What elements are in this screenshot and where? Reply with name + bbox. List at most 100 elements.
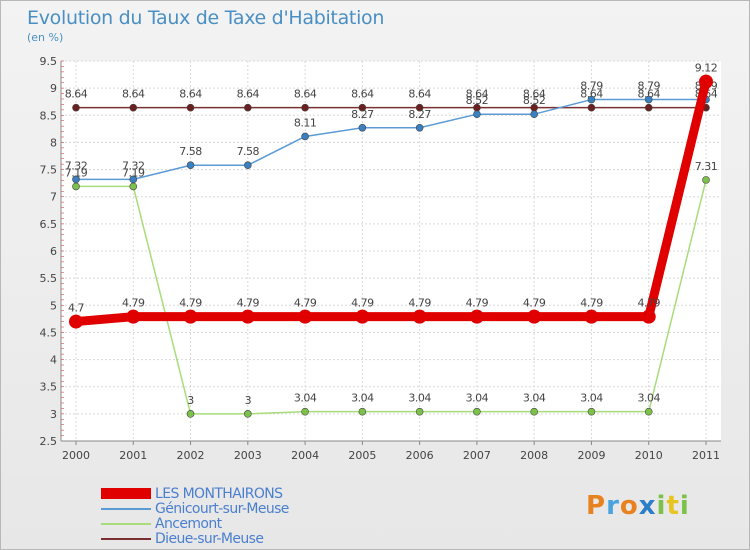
data-label-g-nicourt-sur-meuse: 8.27 — [351, 108, 374, 121]
data-point-les-monthairons — [584, 309, 599, 324]
data-label-les-monthairons: 4.79 — [179, 297, 202, 310]
data-label-g-nicourt-sur-meuse: 7.32 — [122, 159, 145, 172]
data-point-dieue-sur-meuse — [244, 103, 252, 112]
unit-label: (en %) — [27, 31, 64, 44]
data-point-g-nicourt-sur-meuse — [415, 123, 424, 132]
data-point-les-monthairons — [412, 309, 427, 324]
data-label-dieue-sur-meuse: 8.64 — [122, 88, 145, 101]
data-label-g-nicourt-sur-meuse: 7.58 — [179, 145, 202, 158]
data-point-ancemont — [530, 407, 538, 416]
data-label-dieue-sur-meuse: 8.64 — [466, 88, 489, 101]
data-point-g-nicourt-sur-meuse — [358, 123, 367, 132]
data-point-g-nicourt-sur-meuse — [186, 161, 195, 170]
chart-title: Evolution du Taux de Taxe d'Habitation — [27, 7, 385, 29]
y-tick-label: 5 — [50, 299, 57, 312]
y-tick-label: 8.5 — [40, 109, 58, 122]
legend-item-dieue: Dieue-sur-Meuse — [101, 530, 289, 547]
data-point-les-monthairons — [641, 309, 656, 324]
data-point-les-monthairons — [527, 309, 542, 324]
data-label-dieue-sur-meuse: 8.64 — [637, 88, 660, 101]
series-line-g-nicourt-sur-meuse — [75, 98, 707, 181]
x-tick-label: 2004 — [291, 449, 319, 462]
data-point-g-nicourt-sur-meuse — [587, 95, 596, 104]
x-tick-label: 2011 — [692, 449, 720, 462]
data-label-g-nicourt-sur-meuse: 8.11 — [294, 116, 317, 129]
data-point-les-monthairons — [126, 309, 141, 324]
data-point-g-nicourt-sur-meuse — [473, 110, 481, 118]
y-tick-label: 6 — [50, 245, 57, 258]
data-label-ancemont: 3.04 — [637, 392, 660, 405]
data-point-dieue-sur-meuse — [301, 103, 309, 112]
data-point-ancemont — [301, 407, 309, 416]
legend-swatch — [101, 488, 151, 499]
legend-item-ancemont: Ancemont — [101, 515, 289, 532]
x-tick-label: 2009 — [577, 449, 605, 462]
data-label-dieue-sur-meuse: 8.64 — [65, 88, 88, 101]
x-tick-label: 2005 — [348, 449, 376, 462]
data-label-g-nicourt-sur-meuse: 8.52 — [523, 94, 546, 107]
data-label-dieue-sur-meuse: 8.64 — [237, 88, 260, 101]
data-point-ancemont — [702, 176, 710, 184]
data-point-ancemont — [358, 407, 367, 416]
data-point-ancemont — [129, 182, 138, 191]
data-label-ancemont: 3 — [187, 394, 194, 407]
data-point-dieue-sur-meuse — [358, 103, 367, 112]
data-point-dieue-sur-meuse — [72, 103, 80, 112]
data-label-g-nicourt-sur-meuse: 8.52 — [466, 94, 489, 107]
y-tick-label: 4 — [50, 354, 57, 367]
y-tick-label: 2.5 — [40, 435, 58, 448]
data-label-ancemont: 3.04 — [523, 392, 546, 405]
data-label-ancemont: 3.04 — [351, 392, 374, 405]
data-point-les-monthairons — [699, 74, 713, 89]
data-label-les-monthairons: 4.7 — [68, 302, 84, 315]
data-label-les-monthairons: 4.79 — [523, 297, 546, 310]
legend-label: Ancemont — [155, 515, 222, 532]
data-point-ancemont — [473, 407, 481, 416]
y-tick-label: 5.5 — [40, 272, 58, 285]
data-point-dieue-sur-meuse — [186, 103, 195, 112]
data-point-g-nicourt-sur-meuse — [530, 110, 538, 118]
x-tick-label: 2007 — [463, 449, 491, 462]
data-point-dieue-sur-meuse — [644, 103, 653, 112]
data-label-g-nicourt-sur-meuse: 7.58 — [237, 145, 260, 158]
legend-item-les-monthairons: LES MONTHAIRONS — [101, 485, 289, 502]
data-point-ancemont — [644, 407, 653, 416]
y-tick-label: 8 — [50, 136, 57, 149]
data-label-ancemont: 3 — [245, 394, 252, 407]
data-label-les-monthairons: 4.79 — [637, 297, 660, 310]
x-tick-label: 2001 — [119, 449, 147, 462]
data-label-ancemont: 3.04 — [408, 392, 431, 405]
data-label-les-monthairons: 4.79 — [294, 297, 317, 310]
data-point-les-monthairons — [240, 309, 255, 324]
data-point-les-monthairons — [298, 309, 313, 324]
y-tick-label: 6.5 — [40, 218, 58, 231]
data-point-dieue-sur-meuse — [587, 103, 596, 112]
legend-swatch — [101, 522, 151, 525]
data-label-ancemont: 3.04 — [294, 392, 317, 405]
data-label-g-nicourt-sur-meuse: 8.27 — [408, 108, 431, 121]
data-point-ancemont — [186, 410, 195, 418]
data-label-les-monthairons: 4.79 — [466, 297, 489, 310]
data-label-ancemont: 7.19 — [122, 166, 145, 179]
legend-label: Dieue-sur-Meuse — [155, 530, 264, 547]
data-label-les-monthairons: 4.79 — [122, 297, 145, 310]
x-tick-label: 2006 — [406, 449, 434, 462]
data-label-les-monthairons: 4.79 — [408, 297, 431, 310]
legend-label: LES MONTHAIRONS — [155, 485, 283, 502]
y-tick-label: 9.5 — [40, 55, 58, 68]
x-tick-label: 2000 — [62, 449, 90, 462]
x-tick-label: 2010 — [635, 449, 663, 462]
data-point-ancemont — [72, 182, 80, 191]
legend-swatch — [101, 507, 151, 510]
data-label-g-nicourt-sur-meuse: 8.79 — [580, 80, 603, 93]
data-label-dieue-sur-meuse: 8.64 — [523, 88, 546, 101]
data-point-dieue-sur-meuse — [129, 103, 138, 112]
data-label-ancemont: 3.04 — [466, 392, 489, 405]
y-tick-label: 3 — [50, 408, 57, 421]
data-point-ancemont — [244, 410, 252, 418]
x-tick-label: 2008 — [520, 449, 548, 462]
y-tick-label: 3.5 — [40, 381, 58, 394]
data-point-ancemont — [415, 407, 424, 416]
x-tick-label: 2002 — [177, 449, 205, 462]
